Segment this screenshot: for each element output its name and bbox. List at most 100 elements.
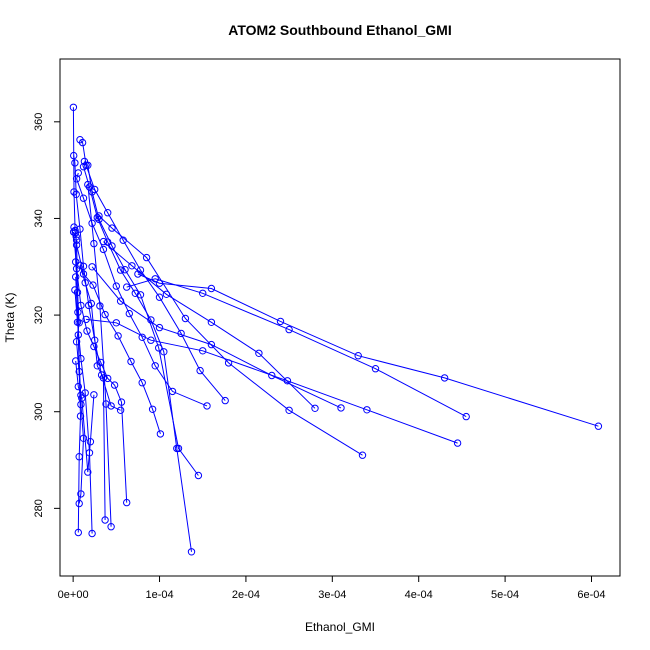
series-8: [69, 228, 131, 507]
data-point: [199, 289, 207, 297]
data-point: [155, 323, 164, 332]
data-point: [99, 237, 108, 246]
data-point: [99, 245, 108, 254]
data-point: [79, 194, 88, 202]
data-point: [311, 404, 319, 412]
series-line: [83, 166, 192, 552]
data-point: [101, 516, 109, 524]
y-tick-label: 360: [33, 113, 45, 131]
series-line: [86, 318, 458, 444]
data-point: [194, 471, 203, 480]
data-point: [88, 529, 96, 538]
data-point: [148, 405, 157, 413]
x-tick-label: 5e-04: [491, 589, 519, 601]
data-point: [84, 180, 92, 189]
series-13: [84, 180, 115, 531]
x-tick-label: 4e-04: [405, 589, 433, 601]
data-point: [110, 381, 119, 389]
data-point: [84, 161, 92, 170]
data-point: [74, 331, 83, 339]
data-point: [83, 327, 91, 335]
data-point: [89, 281, 97, 289]
data-point: [84, 468, 92, 476]
data-point: [116, 406, 125, 414]
series-11: [72, 273, 88, 508]
series-5: [80, 157, 203, 480]
data-point: [72, 190, 80, 199]
data-point: [69, 103, 78, 112]
y-axis-label: Theta (K): [3, 292, 17, 342]
x-tick-label: 3e-04: [318, 589, 346, 601]
y-tick-label: 300: [33, 403, 45, 421]
x-tick-label: 1e-04: [145, 589, 173, 601]
data-point: [74, 382, 83, 391]
series-line: [76, 172, 208, 407]
data-point: [71, 286, 79, 294]
data-point: [72, 236, 81, 244]
data-point: [71, 159, 79, 167]
y-axis: 280 300 320 340 360: [33, 113, 61, 518]
series-line: [137, 273, 599, 427]
series-14: [72, 357, 98, 476]
data-point: [155, 279, 164, 287]
data-point: [114, 332, 122, 340]
y-tick-label: 280: [33, 499, 45, 517]
series-6: [79, 163, 196, 556]
data-point: [131, 289, 140, 297]
data-point: [136, 291, 145, 299]
data-point: [87, 299, 96, 308]
series-layer: [69, 103, 603, 556]
y-tick-label: 340: [33, 209, 45, 227]
series-18: [82, 315, 462, 447]
series-3: [72, 169, 211, 410]
series-10: [72, 236, 85, 537]
data-point: [81, 279, 89, 287]
data-point: [453, 439, 462, 447]
data-point: [207, 340, 216, 349]
data-point: [90, 342, 98, 351]
data-point: [196, 366, 204, 375]
data-point: [74, 528, 83, 537]
data-point: [78, 138, 87, 147]
data-point: [594, 422, 603, 430]
series-line: [98, 215, 363, 456]
series-line: [84, 161, 199, 476]
data-point: [221, 396, 229, 405]
data-point: [99, 374, 108, 382]
data-point: [283, 377, 292, 385]
series-line: [79, 139, 226, 401]
data-point: [82, 315, 90, 324]
data-point: [151, 362, 159, 370]
series-line: [76, 240, 82, 533]
data-point: [285, 406, 293, 414]
data-point: [116, 266, 125, 274]
data-point: [268, 371, 276, 380]
data-point: [440, 374, 449, 382]
data-point: [203, 402, 211, 410]
data-point: [156, 430, 165, 438]
data-point: [96, 302, 104, 310]
data-point: [462, 412, 470, 421]
data-point: [107, 523, 115, 531]
data-point: [162, 290, 171, 298]
data-point: [134, 270, 142, 278]
x-axis: 0e+00 1e-04 2e-04 3e-04 4e-04 5e-04 6e-04: [58, 575, 606, 601]
data-point: [77, 490, 85, 498]
series-line: [126, 278, 467, 418]
data-point: [102, 400, 110, 408]
data-point: [75, 499, 83, 508]
data-point: [207, 318, 216, 326]
data-point: [123, 283, 131, 291]
data-point: [181, 314, 190, 323]
data-point: [95, 212, 103, 220]
chart-title: ATOM2 Southbound Ethanol_GMI: [228, 22, 451, 38]
series-line: [91, 266, 342, 409]
data-point: [160, 348, 168, 356]
data-point: [187, 548, 196, 556]
y-tick-label: 320: [33, 306, 45, 324]
data-point: [173, 444, 181, 453]
data-point: [121, 266, 129, 274]
data-point: [78, 394, 86, 402]
data-point: [138, 379, 146, 387]
series-15: [95, 212, 367, 459]
